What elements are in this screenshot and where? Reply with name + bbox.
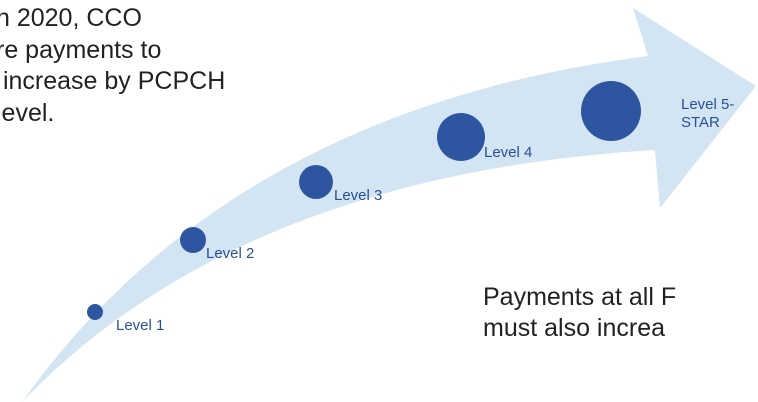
level-label: Level 5-: [681, 96, 734, 113]
level-label: Level 4: [484, 144, 532, 161]
level-dot: [299, 165, 333, 199]
intro-line: re payments to: [0, 36, 161, 64]
level-dot: [180, 227, 206, 253]
intro-line: increase by PCPCH: [0, 67, 225, 95]
note-line: Payments at all F: [483, 283, 676, 311]
level-dot: [87, 304, 103, 320]
level-dot: [437, 113, 485, 161]
level-label: Level 1: [116, 317, 164, 334]
level-label: Level 2: [206, 245, 254, 262]
note-line: must also increa: [483, 314, 665, 342]
intro-line: n 2020, CCO: [0, 4, 142, 32]
level-label: Level 3: [334, 187, 382, 204]
level-dot: [581, 81, 641, 141]
intro-line: level.: [0, 99, 54, 127]
level-label: STAR: [681, 114, 720, 131]
arrow: [22, 8, 756, 402]
